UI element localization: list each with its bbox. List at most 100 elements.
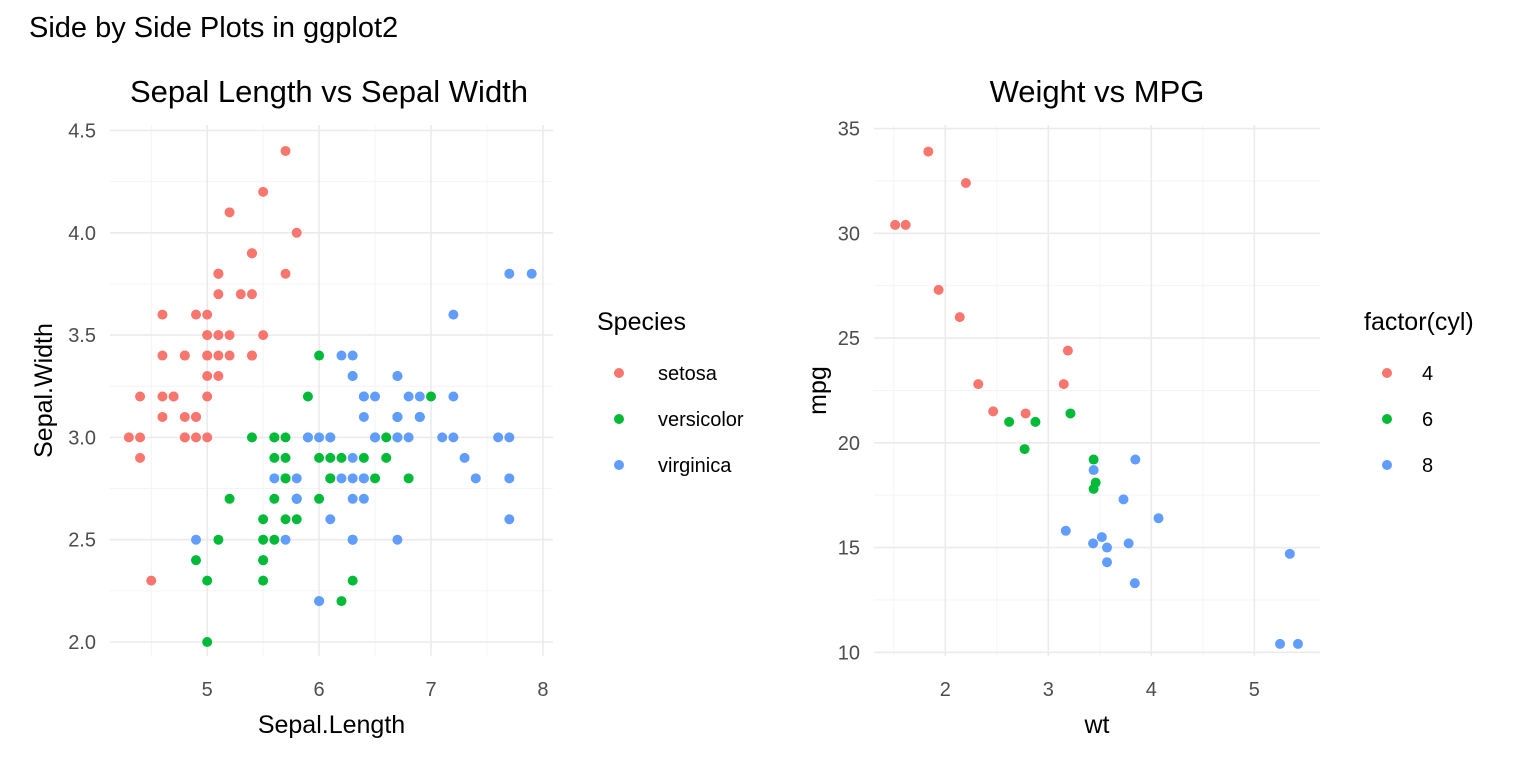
x-tick-label: 2 xyxy=(940,679,951,701)
data-point xyxy=(1088,465,1099,476)
data-point xyxy=(358,391,369,402)
data-point xyxy=(1130,454,1141,465)
data-point xyxy=(314,432,325,443)
data-point xyxy=(448,309,459,320)
legend-title: Species xyxy=(597,308,686,336)
data-point xyxy=(890,219,901,230)
series-4 xyxy=(890,146,1073,419)
data-point xyxy=(291,227,302,238)
y-tick-label: 2.5 xyxy=(68,530,96,552)
data-point xyxy=(135,432,146,443)
y-axis-title: mpg xyxy=(804,366,832,415)
data-point xyxy=(526,268,537,279)
data-point xyxy=(157,411,168,422)
series-setosa xyxy=(123,145,302,586)
data-point xyxy=(1153,513,1164,524)
data-point xyxy=(291,493,302,504)
data-point xyxy=(347,371,358,382)
panel-title: Sepal Length vs Sepal Width xyxy=(130,74,528,109)
data-point xyxy=(258,186,269,197)
y-tick-label: 10 xyxy=(838,642,860,664)
x-tick-label: 5 xyxy=(1249,679,1260,701)
data-point xyxy=(135,452,146,463)
data-point xyxy=(280,452,291,463)
data-point xyxy=(1020,408,1031,419)
data-point xyxy=(302,391,313,402)
data-point xyxy=(1019,444,1030,455)
data-point xyxy=(954,312,965,323)
data-point xyxy=(191,432,202,443)
legend-label: 8 xyxy=(1422,455,1433,477)
panel-title: Weight vs MPG xyxy=(990,74,1205,109)
data-point xyxy=(1088,483,1099,494)
data-point xyxy=(1004,416,1015,427)
legend-label: 6 xyxy=(1422,409,1433,431)
legend-key xyxy=(1382,460,1392,470)
data-point xyxy=(135,391,146,402)
data-point xyxy=(358,473,369,484)
series-6 xyxy=(1004,408,1101,494)
data-point xyxy=(504,514,515,525)
data-point xyxy=(370,432,381,443)
series-versicolor xyxy=(191,350,436,647)
data-point xyxy=(325,473,336,484)
data-point xyxy=(269,473,280,484)
data-point xyxy=(325,432,336,443)
data-point xyxy=(191,411,202,422)
x-tick-label: 6 xyxy=(314,679,325,701)
y-tick-label: 15 xyxy=(838,538,860,560)
data-point xyxy=(1118,494,1129,505)
data-point xyxy=(302,432,313,443)
data-point xyxy=(1275,638,1286,649)
data-point xyxy=(336,350,347,361)
data-point xyxy=(414,411,425,422)
data-point xyxy=(179,432,190,443)
data-point xyxy=(202,391,213,402)
data-point xyxy=(988,406,999,417)
data-point xyxy=(1065,408,1076,419)
data-point xyxy=(1058,379,1069,390)
data-point xyxy=(1129,578,1140,589)
data-point xyxy=(280,268,291,279)
data-point xyxy=(168,391,179,402)
data-point xyxy=(246,432,257,443)
x-tick-label: 5 xyxy=(202,679,213,701)
x-tick-label: 3 xyxy=(1043,679,1054,701)
data-point xyxy=(213,289,224,300)
data-point xyxy=(146,575,157,586)
data-point xyxy=(1060,525,1071,536)
data-point xyxy=(347,534,358,545)
data-point xyxy=(358,411,369,422)
y-axis-title: Sepal.Width xyxy=(30,323,58,458)
data-point xyxy=(191,555,202,566)
data-point xyxy=(235,289,246,300)
data-point xyxy=(347,493,358,504)
data-point xyxy=(258,330,269,341)
data-point xyxy=(191,309,202,320)
x-tick-label: 7 xyxy=(425,679,436,701)
data-point xyxy=(269,534,280,545)
series-8 xyxy=(1060,454,1303,649)
data-point xyxy=(291,473,302,484)
data-point xyxy=(224,330,235,341)
data-point xyxy=(202,350,213,361)
legend-key xyxy=(614,460,624,470)
legend-key xyxy=(614,414,624,424)
data-point xyxy=(213,534,224,545)
data-point xyxy=(403,473,414,484)
data-point xyxy=(1102,542,1113,553)
data-point xyxy=(213,350,224,361)
x-tick-label: 4 xyxy=(1146,679,1157,701)
data-point xyxy=(202,330,213,341)
data-point xyxy=(403,432,414,443)
y-tick-label: 4.5 xyxy=(68,121,96,143)
data-point xyxy=(179,411,190,422)
data-point xyxy=(960,178,971,189)
data-point xyxy=(1030,416,1041,427)
data-point xyxy=(269,432,280,443)
data-point xyxy=(213,330,224,341)
data-point xyxy=(470,473,481,484)
data-point xyxy=(973,379,984,390)
data-point xyxy=(258,514,269,525)
y-tick-label: 3.5 xyxy=(68,325,96,347)
